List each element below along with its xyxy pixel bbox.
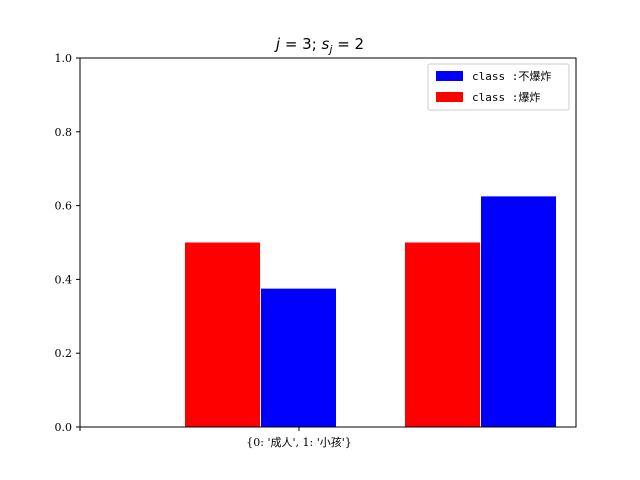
- legend-label: class :不爆炸: [472, 69, 551, 83]
- bar-series-0-group-1: [405, 242, 480, 427]
- y-tick-label: 0.8: [55, 126, 73, 139]
- bars-layer: [185, 196, 556, 427]
- title-eq1: = 3;: [280, 35, 321, 53]
- x-axis-ticks: {0: '成人', 1: '小孩'}: [79, 427, 352, 449]
- y-tick-label: 0.0: [55, 421, 73, 434]
- y-tick-label: 1.0: [55, 52, 73, 65]
- y-axis-ticks: 0.0 0.2 0.4 0.6 0.8 1.0: [55, 52, 80, 434]
- legend-swatch: [436, 92, 463, 102]
- title-sub: j: [327, 43, 333, 56]
- title-s: s: [322, 35, 330, 53]
- chart-title: j = 3; sj = 2: [274, 35, 364, 56]
- legend-label: class :爆炸: [472, 90, 540, 104]
- bar-series-1-group-1: [481, 196, 556, 427]
- title-eq2: = 2: [332, 35, 364, 53]
- legend: class :不爆炸 class :爆炸: [427, 63, 570, 111]
- y-tick-label: 0.2: [55, 347, 73, 360]
- y-tick-label: 0.6: [55, 200, 73, 213]
- bar-series-0-group-0: [185, 242, 260, 427]
- title-j: j: [274, 35, 281, 53]
- plot-frame: [79, 57, 577, 428]
- legend-swatch: [436, 71, 463, 81]
- x-tick-label: {0: '成人', 1: '小孩'}: [246, 436, 352, 449]
- legend-box: [427, 63, 570, 111]
- bar-series-1-group-0: [261, 288, 336, 427]
- y-tick-label: 0.4: [55, 273, 73, 286]
